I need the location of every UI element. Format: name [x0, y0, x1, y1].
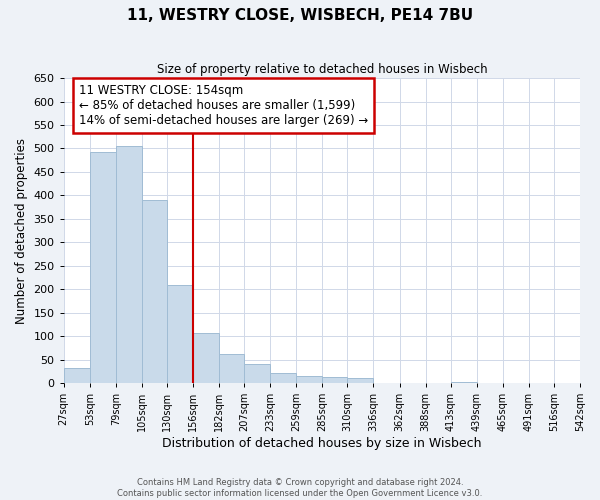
- X-axis label: Distribution of detached houses by size in Wisbech: Distribution of detached houses by size …: [162, 437, 482, 450]
- Bar: [322, 377, 347, 383]
- Bar: [193, 333, 219, 383]
- Bar: [270, 372, 296, 383]
- Text: 11, WESTRY CLOSE, WISBECH, PE14 7BU: 11, WESTRY CLOSE, WISBECH, PE14 7BU: [127, 8, 473, 22]
- Bar: [244, 364, 270, 383]
- Y-axis label: Number of detached properties: Number of detached properties: [15, 138, 28, 324]
- Text: 11 WESTRY CLOSE: 154sqm
← 85% of detached houses are smaller (1,599)
14% of semi: 11 WESTRY CLOSE: 154sqm ← 85% of detache…: [79, 84, 368, 127]
- Bar: [219, 354, 244, 383]
- Bar: [347, 378, 373, 383]
- Bar: [116, 146, 142, 383]
- Bar: [451, 382, 477, 383]
- Bar: [64, 368, 90, 383]
- Title: Size of property relative to detached houses in Wisbech: Size of property relative to detached ho…: [157, 62, 487, 76]
- Bar: [167, 284, 193, 383]
- Bar: [296, 376, 322, 383]
- Text: Contains HM Land Registry data © Crown copyright and database right 2024.
Contai: Contains HM Land Registry data © Crown c…: [118, 478, 482, 498]
- Bar: [142, 200, 167, 383]
- Bar: [90, 152, 116, 383]
